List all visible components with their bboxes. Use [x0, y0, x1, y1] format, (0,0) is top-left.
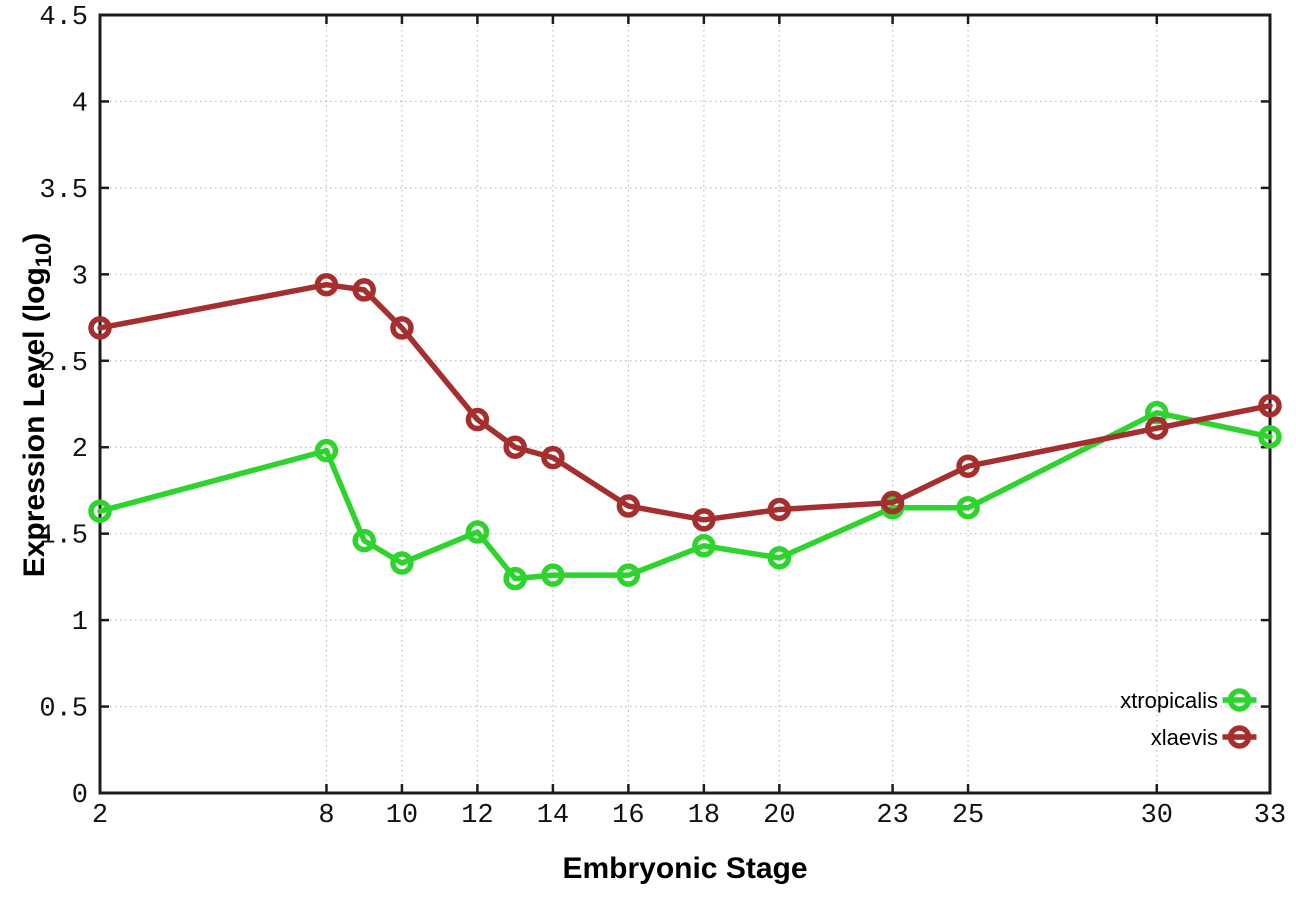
data-point-xlaevis	[541, 445, 565, 470]
data-point-xlaevis	[767, 497, 792, 522]
data-point-xlaevis	[503, 435, 527, 459]
x-axis-tick-label: 16	[612, 801, 644, 831]
data-point-xlaevis	[692, 508, 716, 532]
data-point-xtropicalis	[390, 551, 414, 575]
x-axis-tick-label: 20	[763, 801, 795, 831]
legend-item-xlaevis: xlaevis	[1151, 725, 1257, 750]
legend-label-xlaevis: xlaevis	[1151, 725, 1218, 750]
data-point-xtropicalis	[1258, 425, 1282, 449]
tick-labels-layer: 2 8 10 12 14 16 18 20 23 25 30 33 0 0.5 1 1.5 2 2.5 3 3.5 4 4…	[39, 3, 1286, 831]
data-point-xtropicalis	[314, 438, 339, 463]
y-axis-tick-label: 3.5	[39, 176, 88, 206]
data-point-xtropicalis	[541, 563, 565, 587]
data-point-xlaevis	[880, 490, 905, 515]
data-point-xlaevis	[314, 272, 339, 297]
x-axis-tick-label: 33	[1254, 801, 1286, 831]
y-axis-tick-label: 0	[72, 781, 88, 811]
plot-border	[98, 13, 1272, 795]
x-axis-tick-label: 2	[92, 801, 108, 831]
y-axis-tick-label: 1.5	[39, 522, 88, 552]
legend-item-xtropicalis: xtropicalis	[1120, 688, 1257, 713]
data-point-xtropicalis	[767, 546, 792, 570]
series-line-xlaevis	[97, 281, 1273, 523]
x-axis-tick-label: 12	[461, 801, 493, 831]
x-axis-tick-label: 18	[688, 801, 720, 831]
y-axis-tick-label: 4	[72, 89, 88, 119]
data-point-xtropicalis	[352, 528, 376, 553]
data-point-xlaevis	[390, 316, 414, 340]
y-axis-tick-label: 1	[72, 608, 88, 638]
data-point-xlaevis	[1258, 393, 1282, 418]
tick-marks-layer	[98, 13, 1272, 795]
x-axis-tick-label: 23	[876, 801, 908, 831]
legend-sample-marker	[1227, 725, 1252, 749]
data-point-xtropicalis	[692, 534, 716, 558]
grid-layer	[100, 15, 1270, 793]
series-layer	[88, 272, 1282, 591]
y-axis-tick-label: 2.5	[39, 349, 88, 379]
data-point-xtropicalis	[88, 499, 112, 523]
data-point-xtropicalis	[956, 495, 980, 520]
x-axis-tick-label: 30	[1141, 801, 1173, 831]
y-axis-tick-label: 4.5	[39, 3, 88, 33]
data-point-xtropicalis	[465, 520, 490, 544]
data-point-xtropicalis	[616, 563, 641, 587]
legend-sample-marker	[1227, 688, 1252, 712]
y-axis-title: Expression Level (log10)	[18, 233, 56, 578]
data-point-xlaevis	[956, 454, 980, 478]
data-point-xlaevis	[1145, 416, 1169, 440]
x-axis-tick-label: 8	[318, 801, 334, 831]
x-axis-tick-label: 14	[537, 801, 569, 831]
data-point-xlaevis	[352, 278, 376, 302]
y-axis-tick-label: 0.5	[39, 695, 88, 725]
data-point-xlaevis	[465, 407, 490, 432]
x-axis-title: Embryonic Stage	[562, 852, 807, 885]
series-line-xtropicalis	[97, 409, 1273, 582]
data-point-xlaevis	[616, 494, 641, 518]
x-axis-tick-label: 10	[386, 801, 418, 831]
data-point-xlaevis	[88, 316, 112, 340]
y-axis-tick-label: 2	[72, 435, 88, 465]
x-axis-tick-label: 25	[952, 801, 984, 831]
legend-label-xtropicalis: xtropicalis	[1120, 688, 1218, 713]
legend: xtropicalis xlaevis	[1120, 688, 1257, 750]
data-point-xtropicalis	[503, 566, 527, 591]
y-axis-tick-label: 3	[72, 262, 88, 292]
